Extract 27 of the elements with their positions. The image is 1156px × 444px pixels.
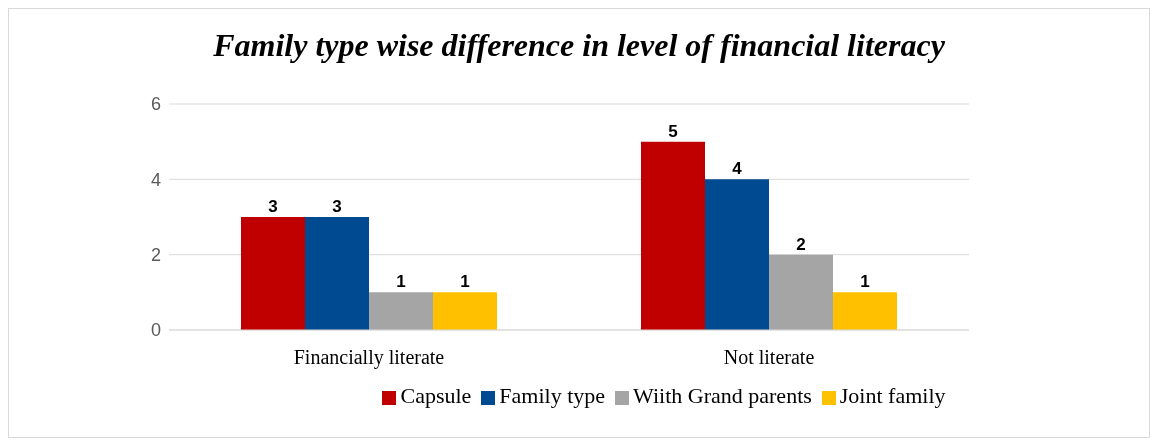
bar xyxy=(833,292,897,330)
data-label: 1 xyxy=(460,272,470,292)
bar xyxy=(641,141,705,330)
bar xyxy=(241,217,305,330)
chart-title: Family type wise difference in level of financial literacy xyxy=(212,27,946,64)
data-label: 3 xyxy=(332,197,342,216)
bar xyxy=(705,179,769,330)
data-label: 3 xyxy=(268,197,278,216)
bar xyxy=(769,254,833,330)
data-label: 2 xyxy=(796,234,806,254)
bar xyxy=(305,217,369,330)
legend-label: Wiith Grand parents xyxy=(633,383,812,408)
legend-label: Family type xyxy=(499,383,606,408)
data-label: 5 xyxy=(668,121,678,141)
x-tick-label: Financially literate xyxy=(293,346,445,370)
y-tick-label: 2 xyxy=(150,245,161,266)
data-label: 4 xyxy=(732,159,743,179)
y-tick-label: 0 xyxy=(150,320,161,341)
bar xyxy=(369,292,433,330)
legend-label: Joint family xyxy=(839,383,946,408)
y-tick-label: 6 xyxy=(150,94,161,115)
bar xyxy=(433,292,497,330)
x-tick-label: Not literate xyxy=(723,346,815,369)
y-tick-label: 4 xyxy=(150,169,161,190)
legend-label: Capsule xyxy=(400,383,472,408)
data-label: 1 xyxy=(396,272,406,292)
data-label: 1 xyxy=(860,272,870,292)
